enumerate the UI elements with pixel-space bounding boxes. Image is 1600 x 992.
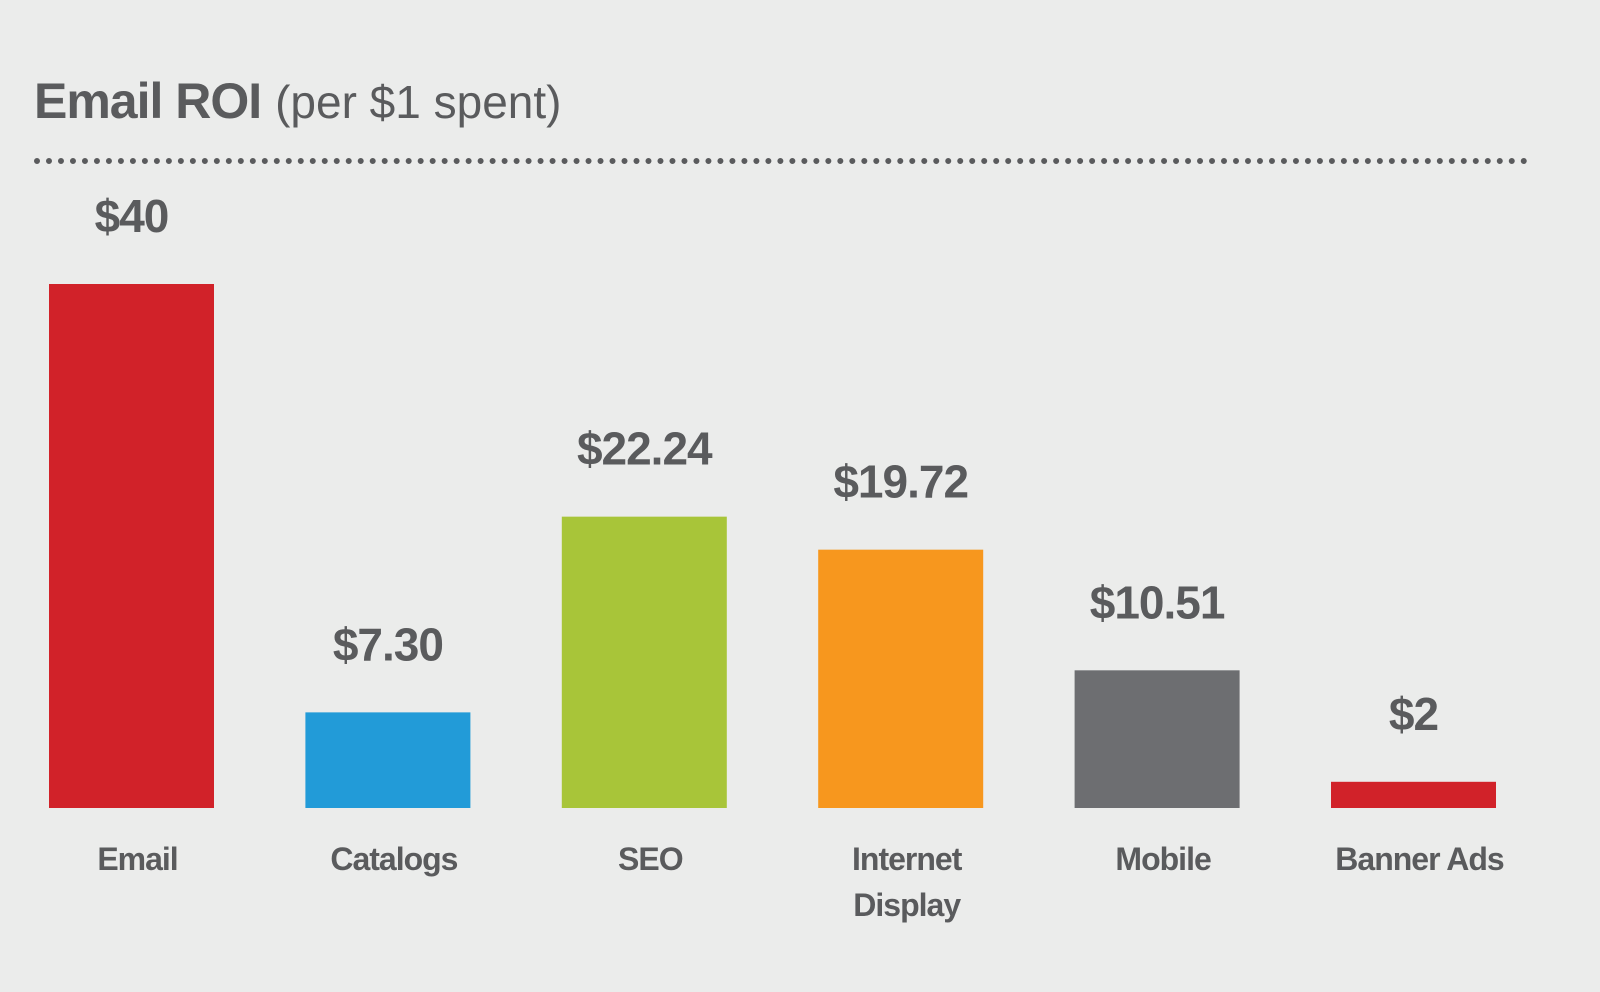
data-label-3: $19.72 <box>833 456 968 508</box>
category-label-1: Catalogs <box>330 841 457 877</box>
dotted-divider <box>34 158 1528 164</box>
chart-title: Email ROI (per $1 spent) <box>34 72 561 130</box>
bar-0 <box>49 284 214 808</box>
data-label-2: $22.24 <box>577 423 713 475</box>
title-main: Email ROI <box>34 73 262 129</box>
bar-5 <box>1331 781 1496 808</box>
bar-4 <box>1074 670 1240 808</box>
category-label-2: SEO <box>618 841 683 877</box>
bar-1 <box>305 712 471 808</box>
category-label-3: Internet <box>852 841 963 877</box>
data-label-4: $10.51 <box>1090 576 1225 628</box>
bar-3 <box>818 549 984 808</box>
category-label-3-line1: Display <box>853 887 961 923</box>
title-subtitle: (per $1 spent) <box>275 76 562 128</box>
category-label-0: Email <box>97 841 177 877</box>
data-label-5: $2 <box>1389 688 1438 740</box>
category-label-4: Mobile <box>1115 841 1211 877</box>
category-label-5: Banner Ads <box>1335 841 1504 877</box>
data-label-1: $7.30 <box>333 618 443 670</box>
data-label-0: $40 <box>95 190 169 242</box>
bar-2 <box>561 516 727 808</box>
